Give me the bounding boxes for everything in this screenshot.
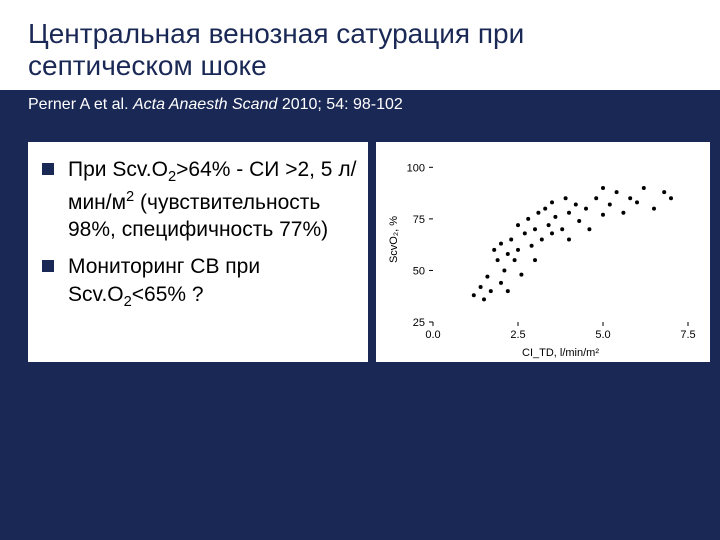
citation-authors: Perner A et al. <box>28 96 129 113</box>
scatter-chart: 25 50 75 100 0.0 2.5 5.0 7.5 CI_TD, l/min/m² ScvO… <box>376 142 710 362</box>
content-row: При Scv.O2>64% - СИ >2, 5 л/мин/м2 (чувс… <box>0 124 720 362</box>
bullet-square-icon <box>42 260 54 272</box>
title-block: Центральная венозная сатурация при септи… <box>0 0 720 90</box>
bullet-square-icon <box>42 163 54 175</box>
svg-text:25: 25 <box>413 317 425 329</box>
slide-title: Центральная венозная сатурация при септи… <box>28 18 692 82</box>
svg-text:0.0: 0.0 <box>425 329 440 341</box>
svg-text:CI_TD, l/min/m²: CI_TD, l/min/m² <box>522 347 599 359</box>
citation-line: Perner A et al. Acta Anaesth Scand 2010;… <box>0 90 720 124</box>
svg-text:50: 50 <box>413 266 425 278</box>
svg-text:2.5: 2.5 <box>510 329 525 341</box>
svg-text:100: 100 <box>407 163 425 175</box>
list-item: Мониторинг СВ при Scv.O2<65% ? <box>42 253 358 312</box>
svg-text:ScvO₂, %: ScvO₂, % <box>388 216 400 263</box>
chart-svg: 25 50 75 100 0.0 2.5 5.0 7.5 CI_TD, l/min/m² ScvO… <box>376 142 710 362</box>
bullet-list: При Scv.O2>64% - СИ >2, 5 л/мин/м2 (чувс… <box>28 142 368 362</box>
svg-text:75: 75 <box>413 214 425 226</box>
citation-journal: Acta Anaesth Scand <box>133 96 277 113</box>
bullet-text: Мониторинг СВ при Scv.O2<65% ? <box>68 253 358 312</box>
list-item: При Scv.O2>64% - СИ >2, 5 л/мин/м2 (чувс… <box>42 156 358 243</box>
bullet-text: При Scv.O2>64% - СИ >2, 5 л/мин/м2 (чувс… <box>68 156 358 243</box>
svg-text:5.0: 5.0 <box>595 329 610 341</box>
svg-text:7.5: 7.5 <box>680 329 695 341</box>
citation-rest: 2010; 54: 98-102 <box>282 96 403 113</box>
